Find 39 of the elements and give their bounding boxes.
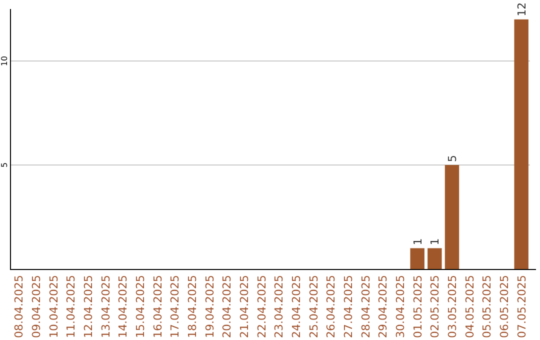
x-tick-label: 18.04.2025: [186, 275, 199, 338]
x-tick-label: 11.04.2025: [64, 275, 78, 338]
y-tick-label: 10: [0, 56, 9, 66]
x-tick-label: 09.04.2025: [30, 275, 43, 338]
x-tick-label: 22.04.2025: [255, 275, 268, 338]
x-tick-label: 17.04.2025: [168, 275, 182, 338]
x-tick-label: 15.04.2025: [134, 275, 147, 338]
x-tick-label: 14.04.2025: [116, 275, 130, 338]
x-tick-label: 27.04.2025: [342, 275, 355, 338]
x-tick-label: 01.05.2025: [411, 275, 424, 338]
data-label: 1: [411, 238, 424, 246]
bar: [444, 165, 460, 269]
x-tick-label: 13.04.2025: [99, 275, 112, 338]
x-tick-label: 30.04.2025: [394, 275, 407, 338]
x-tick-label: 23.04.2025: [272, 275, 286, 338]
x-tick-label: 08.04.2025: [12, 275, 26, 338]
x-tick-label: 25.04.2025: [307, 275, 320, 338]
data-label: 5: [446, 155, 459, 162]
bar: [514, 19, 528, 269]
x-tick-label: 19.04.2025: [203, 275, 216, 338]
x-tick-label: 06.05.2025: [498, 275, 511, 338]
x-tick-label: 12.04.2025: [82, 275, 95, 338]
x-tick-label: 21.04.2025: [238, 275, 251, 338]
x-tick-label: 20.04.2025: [220, 275, 234, 338]
x-tick-label: 16.04.2025: [151, 275, 164, 338]
x-tick-label: 28.04.2025: [359, 275, 372, 338]
x-tick-label: 10.04.2025: [47, 275, 60, 338]
x-tick-label: 03.05.2025: [446, 275, 459, 338]
data-label: 12: [515, 2, 528, 16]
x-tick-label: 05.05.2025: [480, 275, 494, 338]
bar: [410, 248, 424, 269]
bar: [428, 248, 442, 269]
x-tick-label: 07.05.2025: [515, 275, 528, 338]
x-tick-label: 04.05.2025: [463, 275, 476, 338]
data-label: 1: [428, 238, 442, 246]
x-tick-label: 29.04.2025: [376, 275, 390, 338]
x-tick-label: 02.05.2025: [428, 275, 442, 338]
x-tick-label: 24.04.2025: [290, 275, 303, 338]
x-tick-label: 26.04.2025: [324, 275, 338, 338]
